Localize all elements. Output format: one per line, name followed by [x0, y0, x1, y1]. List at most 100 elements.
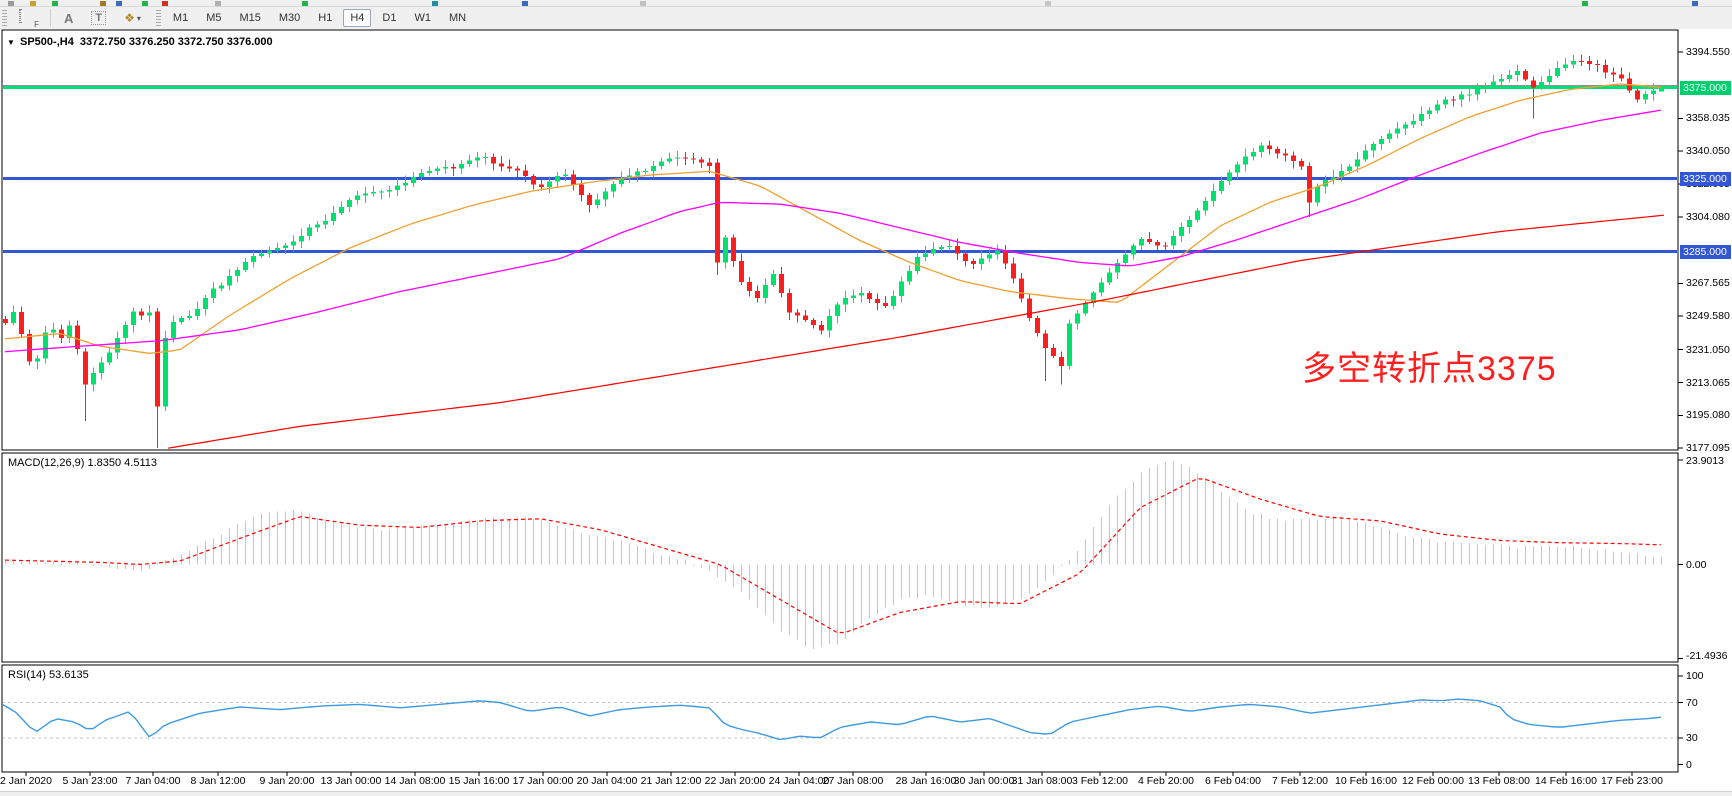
price-axis-label: 3195.080: [1686, 409, 1730, 422]
macd-panel-border: [1, 452, 1679, 663]
style-arrows-icon: ❖: [124, 11, 135, 25]
candle-body: [3, 318, 8, 324]
candle-body: [1051, 348, 1056, 356]
font-tool-button[interactable]: A: [57, 9, 80, 27]
price-axis-label: 3213.065: [1686, 376, 1730, 389]
candle-body: [827, 316, 832, 331]
candle-body: [403, 182, 408, 186]
candle-body: [1475, 89, 1480, 95]
toolbar-drag-handle[interactable]: [2, 10, 7, 26]
candle-body: [843, 298, 848, 305]
candle-body: [563, 174, 568, 177]
price-badge-3285: 3285.000: [1680, 245, 1731, 259]
clipped-icon-fragment: [116, 1, 122, 6]
candle-body: [979, 258, 984, 264]
candle-body: [587, 195, 592, 206]
timeframe-button-mn[interactable]: MN: [448, 12, 467, 24]
ma-mid-magenta: [4, 109, 1662, 353]
candle-body: [211, 288, 216, 299]
candle-body: [1107, 272, 1112, 283]
candle-body: [731, 237, 736, 261]
timeframe-button-d1[interactable]: D1: [382, 12, 397, 24]
rsi-panel-content: [3, 698, 1677, 741]
candle-body: [1659, 85, 1664, 92]
candle-body: [875, 299, 880, 304]
grid-properties-button[interactable]: F: [12, 9, 44, 29]
candle-body: [275, 248, 280, 251]
timeframe-button-m30[interactable]: M30: [278, 12, 301, 24]
time-axis-label: 14 Feb 16:00: [1535, 775, 1597, 787]
time-axis-label: 27 Jan 08:00: [822, 775, 884, 787]
candle-body: [1315, 186, 1320, 203]
candle-body: [811, 320, 816, 325]
timeframe-button-h1[interactable]: H1: [318, 12, 333, 24]
candle-body: [1643, 93, 1648, 100]
candle-body: [1459, 94, 1464, 100]
candle-body: [1147, 239, 1152, 243]
candle-body: [315, 224, 320, 228]
candle-body: [291, 241, 296, 246]
ma-fast-orange: [4, 83, 1662, 354]
timeframe-button-m1[interactable]: M1: [172, 12, 189, 24]
chart-canvas[interactable]: [0, 29, 1732, 796]
toolbar-drag-handle-2[interactable]: [155, 10, 161, 26]
rsi-axis-label: 70: [1686, 696, 1698, 709]
candle-body: [1163, 245, 1168, 247]
candle-body: [219, 285, 224, 289]
candle-body: [739, 260, 744, 283]
price-badge-3325: 3325.000: [1680, 172, 1731, 186]
candle-body: [411, 176, 416, 183]
draw-style-button[interactable]: ❖ ▾: [117, 9, 148, 27]
candle-body: [267, 250, 272, 254]
candle-body: [451, 167, 456, 169]
time-axis-label: 21 Jan 12:00: [640, 775, 702, 787]
candle-body: [755, 290, 760, 299]
timeframe-button-h4[interactable]: H4: [343, 9, 372, 27]
candle-body: [1339, 171, 1344, 178]
candle-body: [83, 351, 88, 385]
candle-body: [1483, 85, 1488, 90]
candle-body: [347, 199, 352, 208]
clipped-icon-fragment: [215, 1, 221, 6]
time-axis-label: 17 Feb 23:00: [1601, 775, 1663, 787]
candle-body: [1027, 298, 1032, 319]
candle-body: [1347, 166, 1352, 172]
candle-body: [907, 270, 912, 282]
candle-body: [1203, 201, 1208, 211]
candle-body: [1019, 278, 1024, 299]
timeframe-button-m15[interactable]: M15: [239, 12, 261, 24]
clipped-icon-fragment: [522, 1, 528, 6]
candle-body: [1595, 64, 1600, 66]
candle-body: [243, 261, 248, 271]
timeframe-button-w1[interactable]: W1: [414, 12, 431, 24]
candle-body: [803, 315, 808, 321]
candle-body: [1275, 148, 1280, 154]
candle-body: [659, 161, 664, 167]
candle-body: [1091, 292, 1096, 303]
candle-body: [1131, 245, 1136, 255]
candle-body: [691, 158, 696, 160]
candle-body: [699, 159, 704, 163]
price-axis-label: 3304.080: [1686, 210, 1730, 223]
clipped-icon-fragment: [1582, 1, 1588, 6]
candle-body: [1171, 235, 1176, 246]
price-axis-label: 3394.550: [1686, 46, 1730, 58]
candle-body: [1195, 210, 1200, 220]
candle-body: [1443, 99, 1448, 105]
candle-body: [155, 311, 160, 407]
symbol-dropdown-icon[interactable]: ▼: [7, 38, 15, 47]
candle-body: [539, 184, 544, 187]
text-tool-button[interactable]: T: [84, 9, 113, 27]
time-axis-label: 5 Jan 23:00: [62, 775, 118, 787]
price-badge-3375: 3375.000: [1680, 81, 1731, 95]
timeframe-button-m5[interactable]: M5: [206, 12, 222, 24]
chart-text-annotation: 多空转折点3375: [1302, 350, 1557, 388]
clipped-icon-fragment: [8, 1, 14, 6]
clipped-icon-fragment: [100, 1, 106, 6]
clipped-icon-fragment: [432, 1, 438, 6]
candle-body: [995, 250, 1000, 255]
candle-body: [531, 176, 536, 185]
macd-axis-label: 23.9013: [1686, 455, 1724, 467]
candle-body: [435, 168, 440, 172]
candle-body: [1651, 90, 1656, 94]
